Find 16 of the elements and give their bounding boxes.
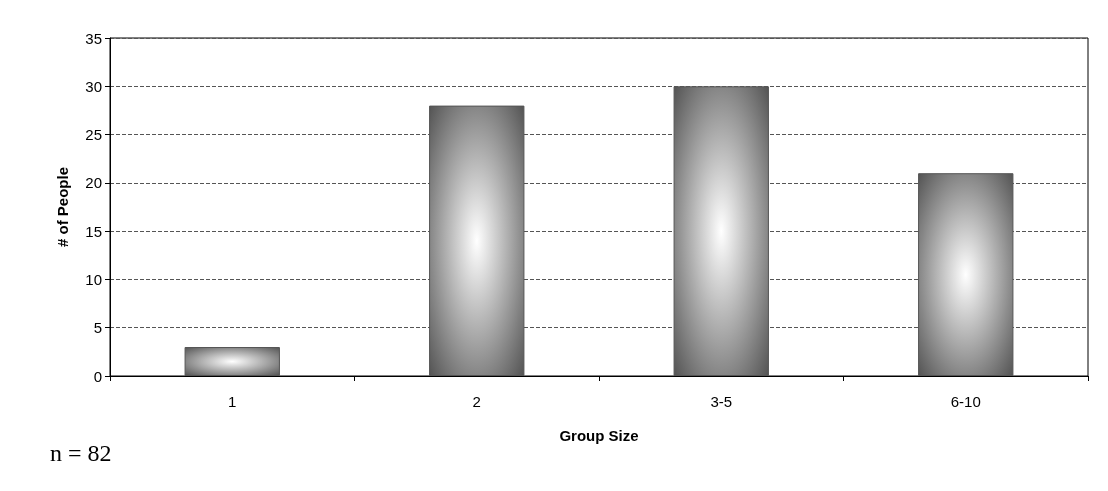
text: n = 82 — [50, 440, 112, 466]
x-tick-label: 6-10 — [950, 393, 981, 410]
y-tick-label: 5 — [93, 319, 102, 337]
x-tick-label: 3-5 — [710, 393, 733, 410]
y-tick-label: 0 — [93, 367, 102, 385]
bar — [184, 347, 280, 376]
y-tick-label: 35 — [85, 29, 102, 47]
x-tick-label: 1 — [228, 393, 237, 410]
y-axis-title: # of People — [54, 166, 71, 248]
y-tick-label: 15 — [85, 222, 102, 240]
y-tick-label: 25 — [85, 126, 102, 144]
x-axis-title: Group Size — [559, 427, 639, 444]
y-tick-label: 20 — [85, 174, 102, 192]
x-tick-label: 2 — [472, 393, 481, 410]
y-tick-label: 30 — [85, 77, 102, 95]
y-tick-label: 10 — [85, 270, 102, 288]
